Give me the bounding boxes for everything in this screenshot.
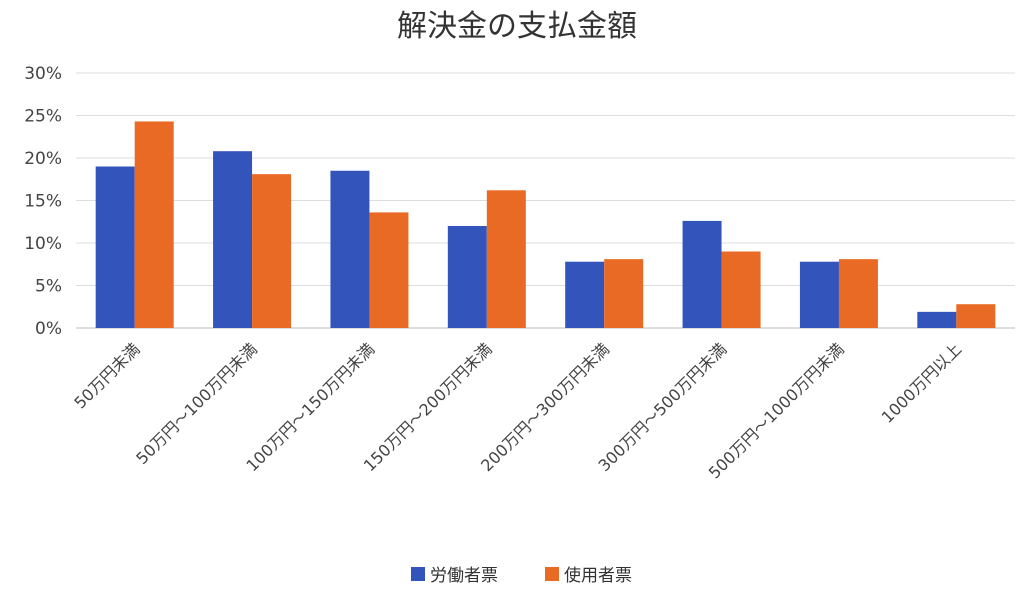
x-tick-label: 500万円～1000万円未満 xyxy=(705,339,848,482)
bar-employer xyxy=(486,190,526,328)
legend: 労働者票 使用者票 xyxy=(411,565,632,586)
y-tick-label: 0% xyxy=(35,319,62,339)
x-tick-label: 1000万円以上 xyxy=(878,339,965,426)
legend-swatch xyxy=(545,567,559,581)
bar-employer xyxy=(956,304,996,328)
bar-worker xyxy=(213,151,253,328)
y-tick-label: 15% xyxy=(24,192,62,212)
bars xyxy=(95,121,996,328)
bar-employer xyxy=(134,121,174,328)
x-axis: 50万円未満50万円～100万円未満100万円～150万円未満150万円～200… xyxy=(70,339,965,482)
x-tick-label: 300万円～500万円未満 xyxy=(595,339,731,475)
x-tick-label: 50万円～100万円未満 xyxy=(132,339,261,468)
bar-worker xyxy=(682,220,722,328)
x-tick-label: 150万円～200万円未満 xyxy=(360,339,496,475)
y-tick-label: 30% xyxy=(24,64,62,84)
bar-worker xyxy=(799,261,839,328)
bar-worker xyxy=(95,166,135,328)
y-axis: 0% 5% 10% 15% 20% 25% 30% xyxy=(24,64,62,339)
y-tick-label: 25% xyxy=(24,107,62,127)
y-tick-label: 10% xyxy=(24,234,62,254)
legend-swatch xyxy=(411,567,425,581)
bar-worker xyxy=(447,226,487,328)
bar-worker xyxy=(917,311,957,328)
legend-label: 使用者票 xyxy=(564,565,632,586)
bar-employer xyxy=(721,251,761,328)
bar-worker xyxy=(565,261,605,328)
bar-employer xyxy=(838,259,878,328)
chart-title: 解決金の支払金額 xyxy=(397,9,637,44)
bar-employer xyxy=(252,174,292,328)
bar-employer xyxy=(369,212,409,328)
bar-worker xyxy=(330,170,370,328)
bar-employer xyxy=(604,259,644,328)
y-tick-label: 20% xyxy=(24,149,62,169)
x-tick-label: 100万円～150万円未満 xyxy=(242,339,378,475)
x-tick-label: 50万円未満 xyxy=(70,339,143,412)
y-tick-label: 5% xyxy=(35,277,62,297)
legend-label: 労働者票 xyxy=(430,566,498,586)
x-tick-label: 200万円～300万円未満 xyxy=(477,339,613,475)
